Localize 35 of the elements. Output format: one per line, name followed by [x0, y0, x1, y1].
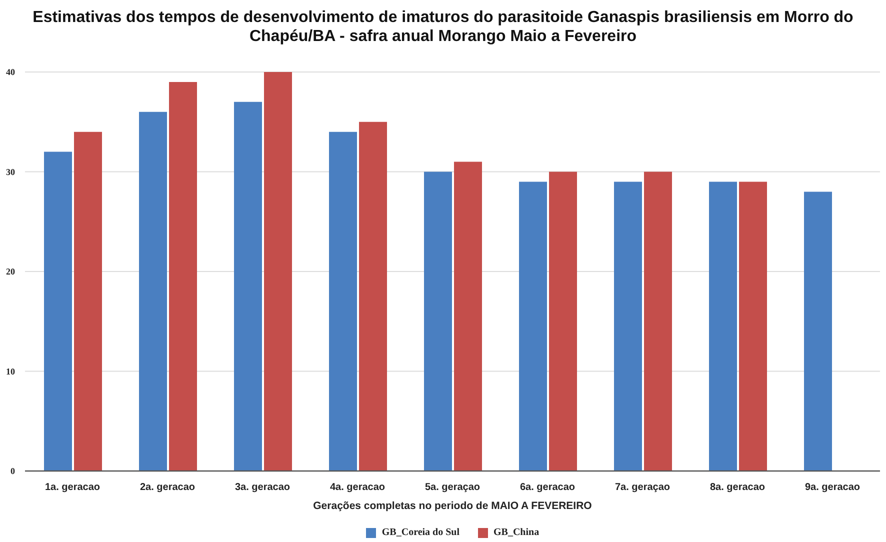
bar	[549, 172, 577, 471]
x-tick-label: 7a. geraçao	[614, 482, 670, 494]
bar	[44, 152, 72, 471]
bar	[519, 182, 547, 471]
bar	[644, 172, 672, 471]
legend-label: GB_Coreia do Sul	[382, 527, 460, 538]
x-tick-label: 3a. geracao	[234, 482, 290, 494]
bar	[424, 172, 452, 471]
x-tick-label: 9a. geracao	[804, 482, 860, 494]
bar	[804, 192, 832, 471]
bar	[614, 182, 642, 471]
chart-title: Estimativas dos tempos de desenvolvimento de imaturos do parasitoide Ganaspis brasiliensis em Morro do Chapéu/BA - safra anual Morango Maio a Fevereiro	[32, 8, 854, 46]
y-tick-label: 30	[6, 166, 16, 177]
bar	[359, 122, 387, 471]
x-tick-label: 5a. geraçao	[424, 482, 480, 494]
y-tick-label: 0	[10, 466, 16, 476]
bar	[74, 132, 102, 471]
y-tick-label: 20	[6, 266, 16, 277]
bar	[169, 82, 197, 471]
bar	[264, 72, 292, 471]
bar	[709, 182, 737, 471]
bar	[329, 132, 357, 471]
bar	[739, 182, 767, 471]
x-tick-label: 8a. geracao	[710, 482, 766, 494]
x-tick-label: 4a. geracao	[330, 482, 386, 494]
bar	[139, 112, 167, 471]
legend-label: GB_China	[494, 527, 540, 538]
bar	[234, 102, 262, 471]
x-axis-title: Gerações completas no periodo de MAIO A FEVEREIRO	[312, 500, 593, 512]
x-tick-label: 6a. geracao	[520, 482, 576, 494]
bar	[454, 162, 482, 471]
y-tick-label: 10	[6, 366, 16, 376]
y-tick-label: 40	[6, 67, 16, 78]
x-tick-label: 2a. geracao	[140, 482, 196, 494]
x-tick-label: 1a. geracao	[44, 482, 100, 494]
